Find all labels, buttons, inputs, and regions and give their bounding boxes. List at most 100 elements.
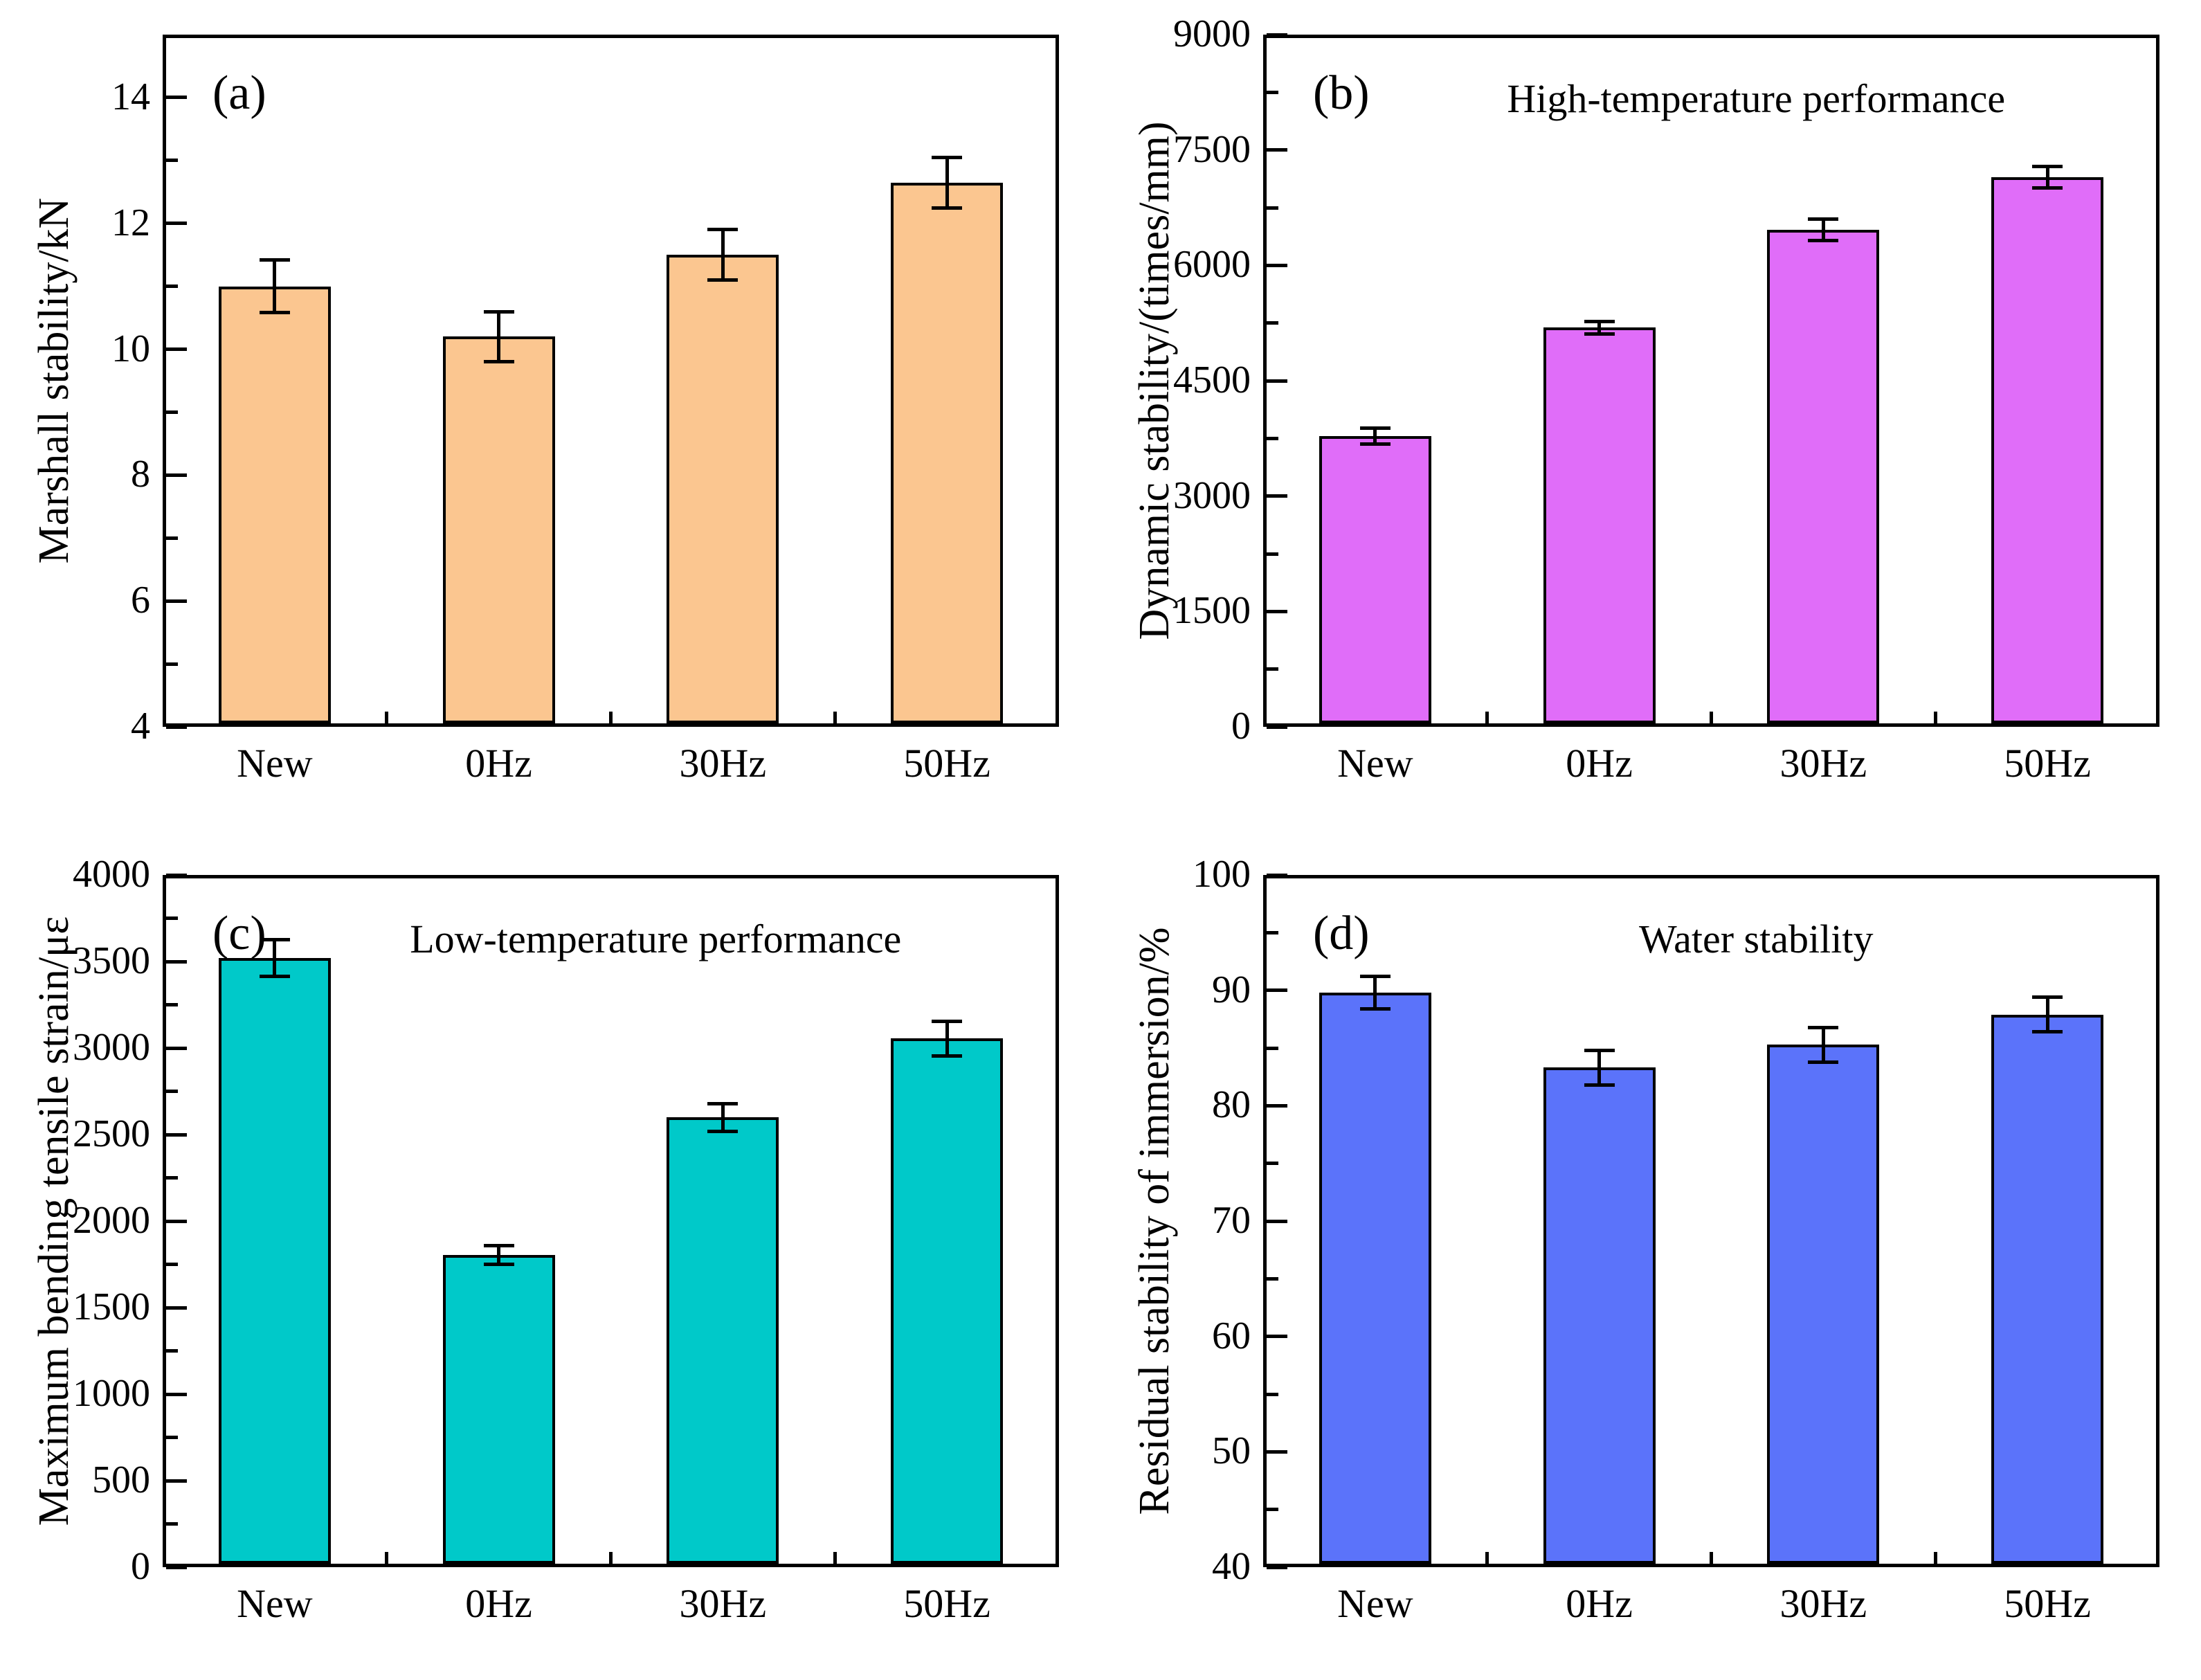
chart-title: High-temperature performance xyxy=(1507,76,2006,121)
y-minor-tick xyxy=(166,159,178,163)
error-bar-cap-top xyxy=(932,1019,963,1023)
x-category-label: 30Hz xyxy=(1779,1581,1867,1626)
bar xyxy=(1543,1067,1656,1564)
bar xyxy=(891,182,1004,723)
error-bar-cap-bottom xyxy=(1359,442,1391,446)
error-bar-cap-top xyxy=(707,1101,739,1105)
y-minor-tick xyxy=(166,284,178,289)
y-minor-tick xyxy=(166,1263,178,1266)
y-minor-tick xyxy=(1267,206,1278,210)
y-minor-tick xyxy=(166,662,178,666)
plot-border xyxy=(163,875,1059,1567)
y-major-tick xyxy=(166,1132,187,1137)
panel-label: (b) xyxy=(1313,66,1370,120)
y-tick-label: 60 xyxy=(1212,1314,1251,1357)
bar xyxy=(891,1038,1004,1564)
x-minor-tick xyxy=(609,712,613,723)
error-bar-cap-bottom xyxy=(932,206,963,210)
error-bar-cap-bottom xyxy=(1808,1060,1839,1064)
y-minor-tick xyxy=(1267,1046,1278,1050)
panel-d: 40 50 60 70 80 90 100 New 0Hz 30Hz 50Hz Residual st… xyxy=(1100,840,2201,1680)
y-minor-tick xyxy=(166,1436,178,1439)
chart-title: Low-temperature performance xyxy=(410,916,902,961)
y-tick-label: 14 xyxy=(111,75,150,118)
y-minor-tick xyxy=(1267,436,1278,440)
y-tick-label: 4000 xyxy=(73,853,150,896)
error-bar-line xyxy=(721,229,725,280)
error-bar-line xyxy=(2045,997,2049,1032)
error-bar-cap-top xyxy=(259,938,290,942)
y-major-tick xyxy=(166,347,187,352)
error-bar-line xyxy=(945,157,949,208)
error-bar-line xyxy=(1821,219,1825,241)
x-minor-tick xyxy=(833,712,837,723)
y-tick-label: 3000 xyxy=(73,1026,150,1069)
error-bar-line xyxy=(2045,166,2049,188)
y-major-tick xyxy=(1267,873,1287,877)
y-major-tick xyxy=(166,725,187,729)
x-category-label: 50Hz xyxy=(2004,1581,2091,1626)
y-tick-label: 4500 xyxy=(1173,359,1251,401)
x-minor-tick xyxy=(1710,712,1713,723)
x-category-label: 0Hz xyxy=(465,741,532,786)
y-axis-label: Marshall stability/kN xyxy=(30,197,78,564)
error-bar-line xyxy=(1597,321,1602,334)
chart-title: Water stability xyxy=(1639,916,1874,961)
y-axis-label: Residual stability of immersion/% xyxy=(1131,927,1178,1515)
y-major-tick xyxy=(1267,494,1287,498)
error-bar-cap-top xyxy=(1808,1025,1839,1029)
panel-label: (a) xyxy=(212,66,266,120)
y-tick-label: 500 xyxy=(92,1458,150,1501)
y-tick-label: 80 xyxy=(1212,1083,1251,1127)
plot-border xyxy=(1263,35,2159,727)
y-tick-label: 12 xyxy=(111,201,150,244)
bar xyxy=(667,1117,779,1564)
y-minor-tick xyxy=(1267,1276,1278,1281)
error-bar-cap-top xyxy=(1808,217,1839,222)
y-minor-tick xyxy=(1267,90,1278,94)
y-major-tick xyxy=(1267,148,1287,152)
y-major-tick xyxy=(166,599,187,603)
error-bar-line xyxy=(721,1103,725,1131)
error-bar-cap-top xyxy=(1359,426,1391,431)
x-category-label: 30Hz xyxy=(679,741,767,786)
y-minor-tick xyxy=(1267,1392,1278,1396)
x-minor-tick xyxy=(1485,712,1489,723)
error-bar-line xyxy=(273,939,277,977)
y-major-tick xyxy=(166,1046,187,1050)
y-tick-label: 2500 xyxy=(73,1112,150,1155)
error-bar-line xyxy=(1373,428,1377,444)
y-tick-label: 50 xyxy=(1212,1429,1251,1473)
y-tick-label: 4 xyxy=(131,705,150,748)
x-category-label: 50Hz xyxy=(903,1581,990,1626)
x-category-label: 30Hz xyxy=(679,1581,767,1626)
error-bar-cap-bottom xyxy=(1584,332,1615,336)
y-tick-label: 90 xyxy=(1212,968,1251,1011)
error-bar-cap-bottom xyxy=(932,1054,963,1058)
error-bar-line xyxy=(945,1021,949,1056)
bar xyxy=(442,336,555,723)
x-category-label: 0Hz xyxy=(465,1581,532,1626)
error-bar-cap-top xyxy=(2032,164,2063,168)
bar xyxy=(218,286,331,723)
y-major-tick xyxy=(166,1306,187,1310)
y-major-tick xyxy=(1267,1449,1287,1454)
y-minor-tick xyxy=(166,1090,178,1093)
error-bar-cap-top xyxy=(483,1243,514,1247)
panel-label: (c) xyxy=(212,907,266,960)
y-minor-tick xyxy=(166,1003,178,1006)
error-bar-line xyxy=(1821,1027,1825,1062)
error-bar-cap-bottom xyxy=(259,311,290,315)
error-bar-cap-bottom xyxy=(707,1129,739,1133)
y-major-tick xyxy=(1267,1103,1287,1108)
error-bar-cap-bottom xyxy=(1808,239,1839,243)
y-tick-label: 1500 xyxy=(73,1285,150,1328)
bar xyxy=(1991,1014,2104,1564)
error-bar-line xyxy=(497,311,501,362)
y-major-tick xyxy=(1267,33,1287,37)
error-bar-line xyxy=(497,1245,501,1265)
y-tick-label: 1000 xyxy=(73,1372,150,1415)
error-bar-line xyxy=(1373,976,1377,1009)
y-tick-label: 3000 xyxy=(1173,473,1251,517)
y-major-tick xyxy=(1267,379,1287,383)
